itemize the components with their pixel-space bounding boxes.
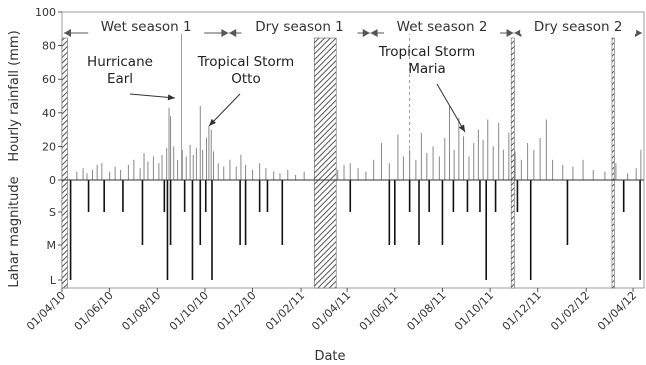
y-tick-label: 40 bbox=[42, 107, 56, 120]
x-tick-label: 01/12/11 bbox=[500, 289, 544, 333]
x-tick-label: 01/04/12 bbox=[595, 289, 639, 333]
y-tick-label: 80 bbox=[42, 40, 56, 53]
data-gap-band bbox=[611, 37, 615, 289]
season-arrowhead-left bbox=[64, 29, 71, 37]
season-label-bg bbox=[520, 18, 637, 34]
annotation-text: Maria bbox=[408, 61, 446, 77]
season-label-bg bbox=[384, 18, 501, 34]
annotation-text: Tropical Storm bbox=[378, 44, 475, 60]
annotation-text: Earl bbox=[107, 71, 133, 87]
annotation-arrow bbox=[208, 93, 241, 127]
data-gap-band bbox=[314, 37, 337, 289]
season-arrowhead-right bbox=[506, 29, 514, 37]
season-arrowhead-right bbox=[221, 29, 229, 37]
x-tick-label: 01/12/10 bbox=[215, 289, 259, 333]
lahar-bars bbox=[69, 180, 641, 280]
data-gap-layer bbox=[61, 37, 615, 289]
season-label-bg bbox=[241, 18, 358, 34]
top-y-axis-title: Hourly rainfall (mm) bbox=[7, 30, 22, 161]
x-tick-label: 01/06/11 bbox=[357, 289, 401, 333]
y-tick-label: 20 bbox=[42, 140, 56, 153]
season-arrowhead-left bbox=[229, 29, 237, 37]
x-tick-label: 01/10/11 bbox=[452, 289, 496, 333]
season-arrowhead-right bbox=[362, 29, 370, 37]
season-arrowhead-right bbox=[635, 29, 642, 37]
season-arrowhead-left bbox=[514, 29, 522, 37]
annotation-arrow bbox=[436, 83, 466, 133]
season-label: Wet season 2 bbox=[397, 19, 488, 35]
season-layer: Wet season 1 Dry season 1 Wet season 2 Dry … bbox=[64, 18, 642, 37]
annotation-arrowhead bbox=[458, 124, 465, 132]
top-y-axis-ticks: 0 20 40 60 80 100 bbox=[35, 6, 62, 187]
season-label: Dry season 1 bbox=[255, 19, 344, 35]
season-label-bg bbox=[88, 18, 205, 34]
data-gap-band bbox=[61, 37, 68, 289]
annotation-arrow bbox=[129, 93, 176, 99]
annotation-arrowhead bbox=[209, 118, 217, 126]
x-tick-label: 01/02/12 bbox=[548, 289, 592, 333]
y-tick-label: 100 bbox=[35, 6, 56, 19]
annotation-arrowhead bbox=[167, 94, 175, 101]
bottom-y-axis-ticks: S M L bbox=[47, 206, 62, 287]
event-marker-layer bbox=[181, 26, 411, 180]
annotation-text: Tropical Storm bbox=[197, 54, 294, 70]
x-tick-label: 01/10/10 bbox=[167, 289, 211, 333]
y-tick-label: S bbox=[49, 206, 56, 219]
x-tick-label: 01/08/11 bbox=[404, 289, 448, 333]
y-tick-label: M bbox=[47, 239, 57, 252]
x-axis-ticks: 01/04/10 01/06/10 01/08/10 01/10/10 01/12/10… bbox=[24, 288, 639, 333]
data-gap-band bbox=[510, 37, 515, 289]
rainfall-bars bbox=[76, 106, 642, 180]
season-label: Wet season 1 bbox=[101, 19, 192, 35]
x-tick-label: 01/04/10 bbox=[24, 289, 68, 333]
season-label: Dry season 2 bbox=[534, 19, 623, 35]
x-tick-label: 01/02/11 bbox=[263, 289, 307, 333]
x-tick-label: 01/08/10 bbox=[119, 289, 163, 333]
x-tick-label: 01/04/11 bbox=[309, 289, 353, 333]
annotation-text: Otto bbox=[231, 71, 260, 87]
y-tick-label: 0 bbox=[49, 174, 56, 187]
y-tick-label: 60 bbox=[42, 73, 56, 86]
season-arrowhead-left bbox=[370, 29, 378, 37]
x-tick-label: 01/06/10 bbox=[72, 289, 116, 333]
x-axis-title: Date bbox=[314, 349, 345, 364]
y-tick-label: L bbox=[50, 274, 57, 287]
bottom-y-axis-title: Lahar magnitude bbox=[7, 176, 22, 287]
annotation-text: Hurricane bbox=[87, 54, 153, 70]
